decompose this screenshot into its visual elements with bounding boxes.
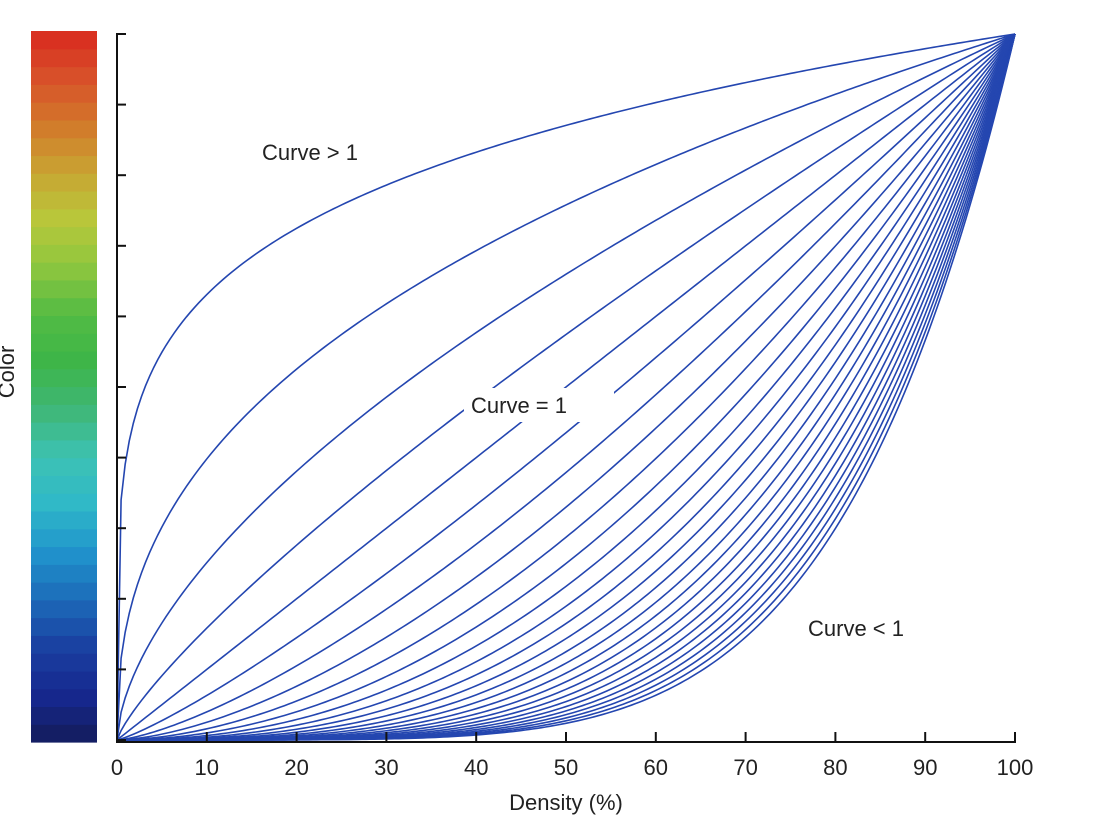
curve-line [116, 33, 1016, 741]
x-tick-label: 0 [111, 755, 123, 780]
annotation-curve-lt-1: Curve < 1 [808, 616, 904, 641]
x-tick-label: 100 [997, 755, 1034, 780]
colorbar-band [31, 244, 97, 263]
colorbar-band [31, 706, 97, 725]
colorbar-band [31, 279, 97, 299]
x-tick-label: 30 [374, 755, 398, 780]
colorbar-band [31, 599, 97, 619]
annotation-curve-gt-1: Curve > 1 [262, 140, 358, 165]
colorbar-band [31, 315, 97, 334]
colorbar-band [31, 404, 97, 423]
curve-line [117, 33, 1016, 741]
colorbar-band [31, 653, 97, 672]
colorbar-band [31, 528, 97, 548]
colorbar-band [31, 688, 97, 708]
colorbar-band [31, 48, 97, 68]
colorbar-band [31, 262, 97, 281]
colorbar-band [31, 66, 97, 85]
x-axis-title: Density (%) [509, 790, 623, 815]
curve-line [116, 33, 1016, 741]
colorbar [31, 31, 97, 743]
colorbar-band [31, 208, 97, 228]
curve-line [116, 33, 1016, 741]
curve-line [117, 33, 1016, 741]
colorbar-band [31, 386, 97, 405]
colorbar-band [31, 226, 97, 245]
x-tick-label: 80 [823, 755, 847, 780]
y-axis-title: Color [0, 346, 19, 399]
curve-line [116, 33, 1016, 741]
colorbar-band [31, 173, 97, 192]
colorbar-band [31, 475, 97, 494]
curve-line [116, 33, 1016, 741]
colorbar-band [31, 84, 97, 103]
colorbar-band [31, 333, 97, 352]
curve-line [117, 33, 1016, 741]
curve-line [116, 33, 1016, 741]
colorbar-bands [31, 31, 97, 743]
colorbar-band [31, 564, 97, 583]
annotation-backdrop [464, 388, 614, 422]
x-tick-label: 20 [284, 755, 308, 780]
colorbar-band [31, 155, 97, 174]
colorbar-band [31, 439, 97, 459]
x-tick-label: 10 [195, 755, 219, 780]
x-tick-label: 60 [644, 755, 668, 780]
curve-line [116, 33, 1016, 741]
curve-line [116, 33, 1016, 741]
colorbar-band [31, 119, 97, 139]
colorbar-band [31, 617, 97, 636]
colorbar-band [31, 102, 97, 121]
curve-line [116, 33, 1016, 741]
x-axis-ticks: 0 10 20 30 40 50 60 70 80 90 100 [111, 732, 1033, 780]
colorbar-band [31, 350, 97, 370]
curve-line [116, 33, 1016, 741]
colorbar-band [31, 297, 97, 317]
x-tick-label: 50 [554, 755, 578, 780]
annotation-curve-eq-1: Curve = 1 [471, 393, 567, 418]
curve-line [117, 33, 1016, 741]
colorbar-band [31, 493, 97, 512]
colorbar-band [31, 137, 97, 157]
curve-family [116, 33, 1016, 741]
x-tick-label: 40 [464, 755, 488, 780]
x-tick-label: 70 [733, 755, 757, 780]
y-axis-ticks [117, 33, 126, 741]
axes: 0 10 20 30 40 50 60 70 80 90 100 [111, 33, 1033, 780]
colorbar-band [31, 31, 97, 50]
colorbar-band [31, 422, 97, 441]
colorbar-band [31, 190, 97, 210]
curve-line [117, 33, 1016, 741]
colorbar-band [31, 510, 97, 530]
x-tick-label: 90 [913, 755, 937, 780]
colorbar-band [31, 635, 97, 654]
colorbar-band [31, 724, 97, 743]
colorbar-band [31, 368, 97, 388]
colorbar-band [31, 546, 97, 565]
curve-line [117, 33, 1016, 741]
colorbar-band [31, 457, 97, 476]
colorbar-band [31, 670, 97, 690]
colorbar-band [31, 582, 97, 601]
